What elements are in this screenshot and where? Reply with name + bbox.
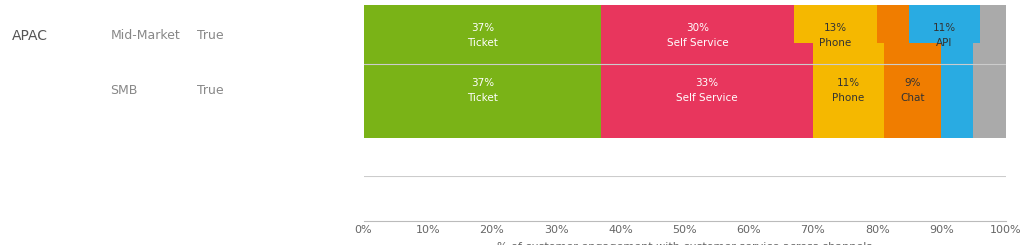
- Text: Mid-Market: Mid-Market: [111, 29, 180, 42]
- Text: 9%
Chat: 9% Chat: [900, 78, 925, 103]
- FancyBboxPatch shape: [884, 44, 941, 138]
- FancyBboxPatch shape: [941, 44, 974, 138]
- FancyBboxPatch shape: [980, 0, 1006, 83]
- Text: True: True: [197, 29, 223, 42]
- Text: 11%
Phone: 11% Phone: [833, 78, 864, 103]
- FancyBboxPatch shape: [364, 0, 601, 83]
- Text: 37%
Ticket: 37% Ticket: [467, 23, 498, 48]
- FancyBboxPatch shape: [813, 44, 884, 138]
- FancyBboxPatch shape: [794, 0, 878, 83]
- Text: 30%
Self Service: 30% Self Service: [667, 23, 728, 48]
- Text: 33%
Self Service: 33% Self Service: [676, 78, 738, 103]
- FancyBboxPatch shape: [601, 44, 813, 138]
- Text: True: True: [197, 84, 223, 97]
- FancyBboxPatch shape: [878, 0, 909, 83]
- FancyBboxPatch shape: [601, 0, 794, 83]
- X-axis label: % of customer engagement with customer service across channels: % of customer engagement with customer s…: [497, 242, 872, 245]
- Text: SMB: SMB: [111, 84, 138, 97]
- Text: APAC: APAC: [12, 29, 48, 43]
- FancyBboxPatch shape: [909, 0, 980, 83]
- Text: 13%
Phone: 13% Phone: [819, 23, 852, 48]
- Text: 37%
Ticket: 37% Ticket: [467, 78, 498, 103]
- Text: 11%
API: 11% API: [933, 23, 956, 48]
- FancyBboxPatch shape: [364, 44, 601, 138]
- FancyBboxPatch shape: [974, 44, 1006, 138]
